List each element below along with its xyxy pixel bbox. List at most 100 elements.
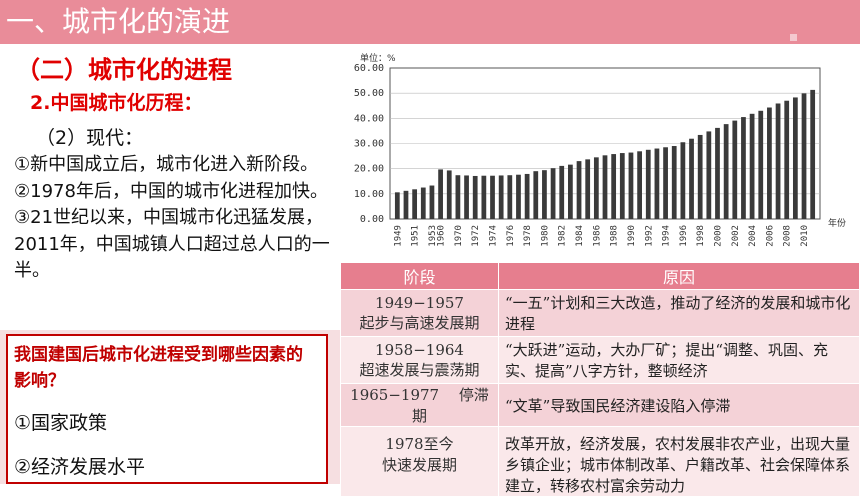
table-header-stage: 阶段 <box>340 262 499 290</box>
stages-table: 阶段 原因 1949−1957 起步与高速发展期 “一五”计划和三大改造，推动了经… <box>340 262 860 497</box>
reason-cell: “一五”计划和三大改造，推动了经济的发展和城市化进程 <box>498 289 860 337</box>
stage-cell: 1978至今 快速发展期 <box>340 426 499 497</box>
bar-1991 <box>637 151 642 219</box>
bar-1950 <box>403 190 409 219</box>
bar-1949 <box>394 192 400 219</box>
y-tick-label: 10.00 <box>354 189 384 200</box>
bar-1990 <box>628 152 634 219</box>
bar-1983 <box>568 164 573 219</box>
bar-2004 <box>749 113 755 219</box>
bar-2011 <box>810 89 816 219</box>
y-tick-label: 20.00 <box>354 164 384 175</box>
x-tick-label: 1970 <box>454 225 464 247</box>
table-row: 1965−1977 停滞期 “文革”导致国民经济建设陷入停滞 <box>340 383 860 427</box>
x-tick-label: 1996 <box>679 225 689 247</box>
bar-1975 <box>498 175 504 219</box>
x-tick-label: 1998 <box>696 225 706 247</box>
y-tick-label: 30.00 <box>354 139 384 150</box>
stage-years: 1949−1957 <box>375 293 464 312</box>
bar-2003 <box>741 117 746 219</box>
y-tick-label: 0.00 <box>360 214 384 225</box>
bar-1951 <box>412 189 418 219</box>
bar-1976 <box>507 175 513 219</box>
table-row: 1978至今 快速发展期 改革开放，经济发展，农村发展非农产业，出现大量乡镇企业；… <box>340 426 860 497</box>
x-tick-label: 2000 <box>713 225 723 247</box>
bar-2005 <box>758 110 764 219</box>
stage-cell: 1965−1977 停滞期 <box>340 383 499 427</box>
stage-years: 1978至今 <box>385 435 454 453</box>
bar-1992 <box>645 149 651 219</box>
x-tick-label: 1986 <box>592 225 602 247</box>
x-tick-label: 1984 <box>575 225 585 247</box>
x-tick-label: 1992 <box>644 225 654 247</box>
bar-1961 <box>446 170 452 219</box>
stage-label: 快速发展期 <box>381 456 457 474</box>
reason-cell: 改革开放，经济发展，农村发展非农产业，出现大量乡镇企业；城市体制改革、户籍改革、… <box>498 426 860 497</box>
x-tick-label: 2006 <box>765 225 775 247</box>
x-tick-label: 1972 <box>471 225 481 247</box>
bar-1978 <box>524 173 530 219</box>
x-tick-label: 1949 <box>393 225 403 247</box>
x-tick-label: 1978 <box>523 225 533 247</box>
section-subheading: （2）现代： <box>36 127 144 149</box>
chart-unit-label: 单位：% <box>360 52 396 64</box>
bar-1981 <box>550 168 556 219</box>
x-tick-label: 2008 <box>783 225 793 247</box>
bar-1960 <box>438 169 443 219</box>
x-tick-label: 1951 <box>411 225 421 247</box>
reason-cell: “文革”导致国民经济建设陷入停滞 <box>498 383 860 427</box>
chart-x-axis-label: 年份 <box>828 217 846 229</box>
bar-1972 <box>472 175 478 219</box>
bar-1993 <box>654 148 660 219</box>
title-bar: 一、城市化的演进 <box>0 0 860 44</box>
stage-years: 1958−1964 <box>375 340 464 359</box>
point-item: ②1978年后，中国的城市化进程加快。 <box>14 180 328 202</box>
table-row: 1958−1964 超速发展与震荡期 “大跃进”运动，大办厂矿；提出“调整、巩固、… <box>340 336 860 384</box>
bar-1987 <box>602 155 608 219</box>
x-tick-label: 1990 <box>627 225 637 247</box>
x-tick-label: 1974 <box>489 225 499 247</box>
bar-2000 <box>715 127 720 219</box>
bar-1989 <box>619 153 625 219</box>
stage-cell: 1958−1964 超速发展与震荡期 <box>340 336 499 384</box>
x-tick-label: 1982 <box>558 225 568 247</box>
bar-1999 <box>706 131 712 219</box>
x-tick-label: 1980 <box>540 225 550 247</box>
bar-2007 <box>775 103 781 219</box>
reason-cell: “大跃进”运动，大办厂矿；提出“调整、巩固、充实、提高”八字方针，整顿经济 <box>498 336 860 384</box>
bar-1977 <box>516 174 521 219</box>
x-tick-label: 1994 <box>662 225 672 247</box>
urbanization-chart: 单位：% 年份 0.00 10.00 20.00 30.00 40.00 50.00 60.… <box>354 52 846 247</box>
bar-1995 <box>671 146 677 219</box>
bar-1970 <box>455 175 461 219</box>
x-tick-label: 1976 <box>506 225 516 247</box>
x-tick-label: 1953 <box>428 225 438 247</box>
bar-2010 <box>801 93 807 219</box>
bar-1974 <box>490 175 495 219</box>
bar-2002 <box>732 120 738 219</box>
bar-2001 <box>723 124 729 219</box>
bar-1997 <box>689 138 694 219</box>
question-box: 我国建国后城市化进程受到哪些因素的影响？ ①国家政策 ②经济发展水平 <box>6 334 328 484</box>
decor-square <box>790 34 797 41</box>
bar-1980 <box>542 170 547 219</box>
x-tick-label: 1988 <box>610 225 620 247</box>
bar-2006 <box>767 107 772 219</box>
bar-1985 <box>585 159 591 219</box>
x-tick-label: 1960 <box>437 225 447 247</box>
bar-1998 <box>697 134 703 219</box>
bar-1996 <box>680 142 686 219</box>
stage-cell: 1949−1957 起步与高速发展期 <box>340 289 499 337</box>
stage-label: 超速发展与震荡期 <box>359 360 480 379</box>
bar-1986 <box>593 157 599 219</box>
stage-label: 起步与高速发展期 <box>359 313 480 332</box>
x-tick-label: 2004 <box>748 225 758 247</box>
bar-1982 <box>559 165 565 219</box>
bar-1988 <box>611 154 617 219</box>
point-item: ①新中国成立后，城市化进入新阶段。 <box>14 154 319 175</box>
bar-1994 <box>663 147 668 219</box>
stage-label: 期 <box>411 407 427 425</box>
x-tick-label: 2010 <box>800 225 810 247</box>
bar-1971 <box>464 175 469 219</box>
section-heading: 2.中国城市化历程： <box>30 92 203 114</box>
